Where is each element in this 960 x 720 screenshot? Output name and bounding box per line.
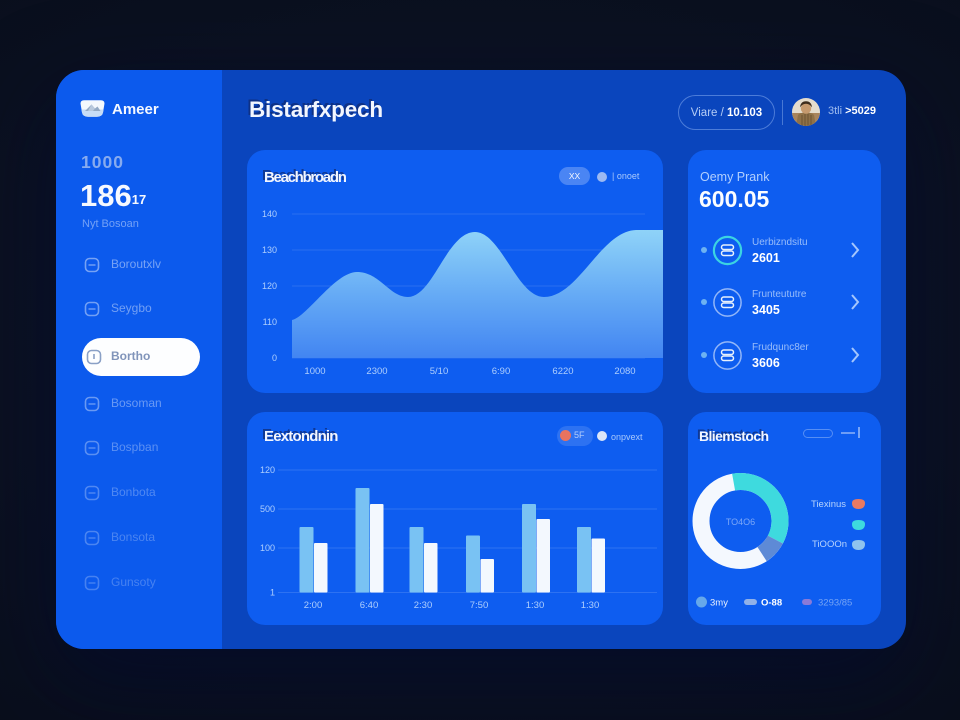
- svg-text:6220: 6220: [552, 366, 573, 377]
- svg-text:3my: 3my: [710, 598, 728, 609]
- svg-text:3293/85: 3293/85: [818, 598, 852, 609]
- svg-text:TiOOOn: TiOOOn: [812, 539, 847, 550]
- svg-text:1:30: 1:30: [581, 600, 600, 611]
- svg-text:0: 0: [272, 353, 277, 363]
- svg-text:1:30: 1:30: [526, 600, 545, 611]
- svg-text:110: 110: [263, 317, 277, 327]
- svg-text:1000: 1000: [304, 366, 325, 377]
- svg-text:7:50: 7:50: [470, 600, 489, 611]
- svg-text:5/10: 5/10: [430, 366, 449, 377]
- svg-text:6:90: 6:90: [492, 366, 511, 377]
- svg-text:120: 120: [260, 465, 275, 475]
- svg-text:2080: 2080: [614, 366, 635, 377]
- svg-text:6:40: 6:40: [360, 600, 379, 611]
- svg-text:120: 120: [262, 281, 277, 291]
- svg-text:100: 100: [260, 543, 275, 553]
- svg-text:Tiexinus: Tiexinus: [811, 499, 846, 510]
- svg-text:2:00: 2:00: [304, 600, 323, 611]
- svg-text:130: 130: [262, 245, 277, 255]
- svg-text:TO4O6: TO4O6: [726, 517, 755, 527]
- svg-text:140: 140: [262, 209, 277, 219]
- svg-text:O-88: O-88: [761, 598, 782, 609]
- svg-text:2300: 2300: [366, 366, 387, 377]
- svg-text:500: 500: [260, 504, 275, 514]
- svg-text:2:30: 2:30: [414, 600, 433, 611]
- svg-text:1: 1: [270, 588, 275, 598]
